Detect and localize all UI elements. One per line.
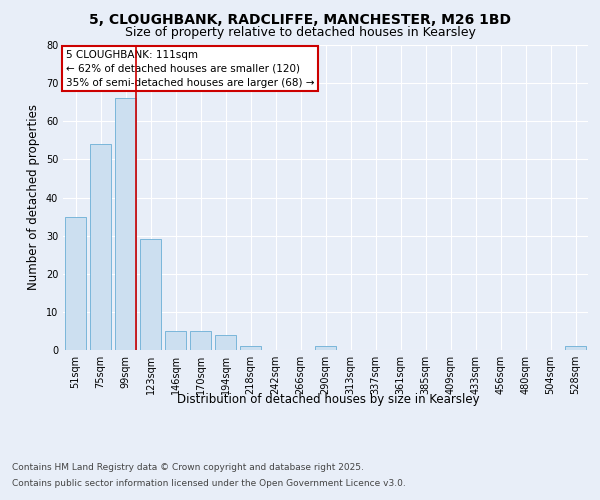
Text: 5, CLOUGHBANK, RADCLIFFE, MANCHESTER, M26 1BD: 5, CLOUGHBANK, RADCLIFFE, MANCHESTER, M2… — [89, 12, 511, 26]
Bar — [115, 98, 136, 350]
Bar — [215, 335, 236, 350]
Text: Distribution of detached houses by size in Kearsley: Distribution of detached houses by size … — [178, 392, 480, 406]
Text: 5 CLOUGHBANK: 111sqm
← 62% of detached houses are smaller (120)
35% of semi-deta: 5 CLOUGHBANK: 111sqm ← 62% of detached h… — [65, 50, 314, 88]
Bar — [65, 216, 86, 350]
Bar — [315, 346, 336, 350]
Text: Contains public sector information licensed under the Open Government Licence v3: Contains public sector information licen… — [12, 478, 406, 488]
Bar — [240, 346, 261, 350]
Bar — [565, 346, 586, 350]
Bar — [140, 240, 161, 350]
Y-axis label: Number of detached properties: Number of detached properties — [27, 104, 40, 290]
Bar — [165, 331, 186, 350]
Bar — [190, 331, 211, 350]
Text: Size of property relative to detached houses in Kearsley: Size of property relative to detached ho… — [125, 26, 475, 39]
Bar — [90, 144, 111, 350]
Text: Contains HM Land Registry data © Crown copyright and database right 2025.: Contains HM Land Registry data © Crown c… — [12, 464, 364, 472]
